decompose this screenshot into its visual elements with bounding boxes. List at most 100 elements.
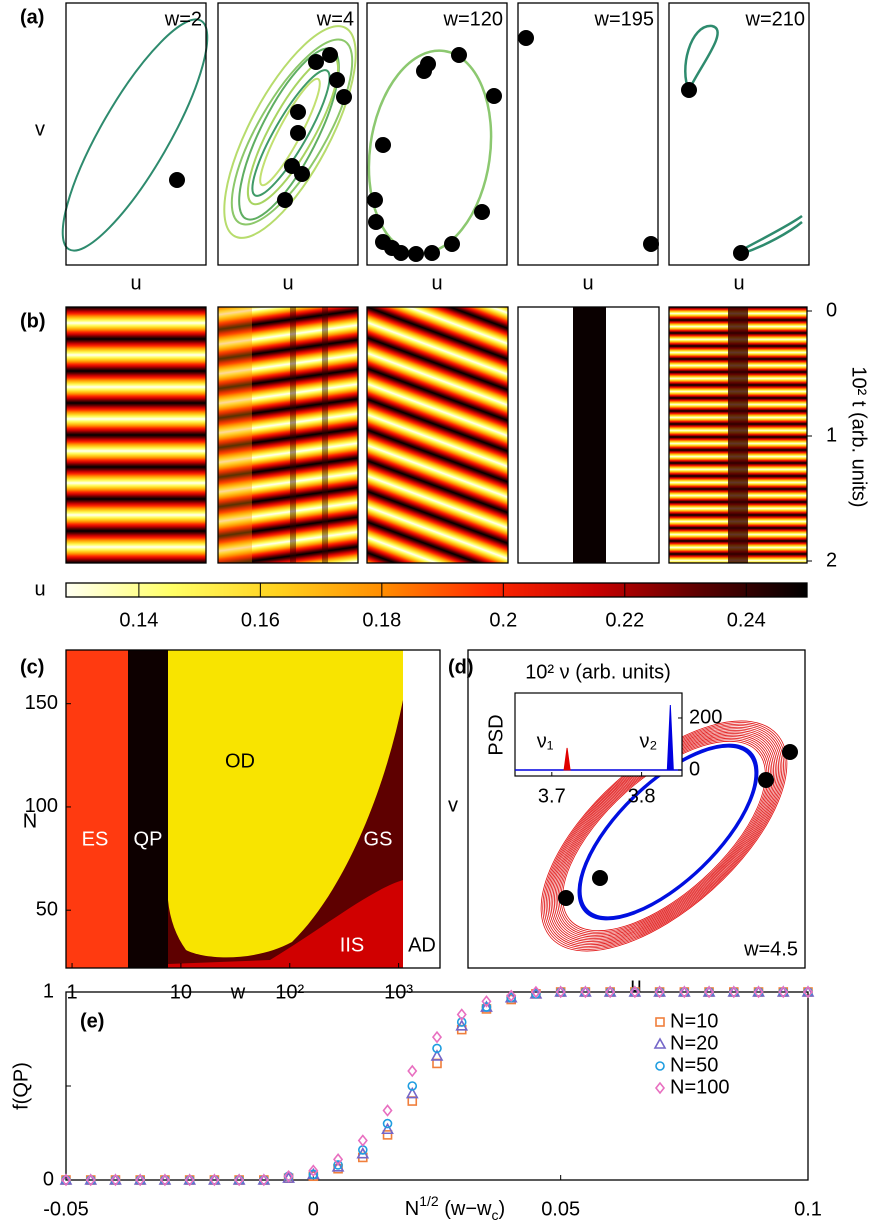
- point: [209, 1173, 220, 1187]
- region-es: [66, 650, 128, 968]
- point: [110, 1173, 121, 1187]
- dot: [758, 772, 774, 788]
- panel-label: (b): [20, 310, 46, 332]
- inset-y-tick-label: 0: [689, 758, 700, 780]
- point: [258, 1173, 269, 1187]
- colorbar-tick-label: 0.22: [605, 609, 644, 631]
- peak-label: ν₁: [537, 730, 554, 752]
- orbit-blue: [577, 743, 759, 921]
- y2-tick-label: 0: [826, 299, 837, 321]
- frame: [366, 2, 508, 266]
- point: [407, 1064, 418, 1078]
- point: [778, 985, 789, 999]
- colorbar-tick-label: 0.18: [362, 609, 401, 631]
- peak-label: ν₂: [639, 730, 657, 752]
- panel-label: (a): [20, 6, 44, 28]
- y-tick-label: 150: [25, 692, 58, 714]
- annotation: w=4.5: [743, 938, 798, 960]
- point: [430, 1049, 444, 1061]
- legend-label: N=50: [670, 1054, 718, 1076]
- point: [555, 985, 566, 999]
- panel-b-maps: [66, 307, 807, 597]
- point: [481, 995, 492, 1008]
- orbit: [230, 38, 354, 226]
- point: [654, 985, 665, 999]
- orbit-red: [540, 720, 788, 952]
- orbit-red: [555, 734, 773, 938]
- legend-marker: [655, 1061, 665, 1071]
- point: [381, 1122, 394, 1135]
- region-label: OD: [225, 750, 255, 772]
- x-tick-label: 0.05: [541, 1198, 580, 1220]
- orbit-red: [544, 723, 784, 949]
- frame: [668, 306, 808, 564]
- colorbar-tick-label: 0.2: [489, 609, 517, 631]
- frame: [65, 649, 441, 969]
- x-label: u: [630, 974, 641, 996]
- region-label: ES: [82, 828, 109, 850]
- x-label: u: [431, 272, 442, 294]
- x-label: u: [582, 272, 593, 294]
- x-tick-label: 0.1: [794, 1198, 822, 1220]
- dot: [733, 245, 749, 261]
- y-label: N: [23, 810, 37, 832]
- frame: [517, 306, 660, 564]
- point: [704, 985, 715, 999]
- region-label: AD: [408, 934, 436, 956]
- point: [407, 1081, 418, 1091]
- frame: [217, 2, 359, 266]
- colorbar-tick-label: 0.16: [241, 609, 280, 631]
- y-label: v: [448, 794, 458, 816]
- point: [456, 1008, 467, 1021]
- point: [481, 1002, 492, 1012]
- inset-y-tick-label: 200: [689, 706, 722, 728]
- dot: [681, 82, 697, 98]
- map-band: [573, 307, 606, 563]
- x-label: N1/2 (w−wc): [405, 1193, 505, 1223]
- point: [382, 1104, 393, 1117]
- map-shade: [290, 307, 296, 563]
- x-label-part: N: [405, 1198, 419, 1220]
- y2-label: 10² t (arb. units): [848, 366, 870, 507]
- y2-tick-label: 2: [826, 549, 837, 571]
- colorbar: [66, 583, 807, 597]
- dots: [277, 47, 352, 208]
- x-tick-label: -0.05: [43, 1198, 89, 1220]
- point: [159, 1173, 170, 1187]
- point: [283, 1169, 294, 1183]
- x-label: u: [282, 272, 293, 294]
- inset-y-label: PSD: [485, 714, 507, 755]
- orbit-red: [562, 740, 766, 932]
- orbit: [737, 214, 803, 256]
- point: [135, 1173, 146, 1187]
- point: [753, 985, 764, 999]
- region-od: [168, 650, 403, 958]
- x-label: u: [130, 272, 141, 294]
- map-shade: [322, 307, 328, 563]
- point: [728, 985, 739, 999]
- colorbar-tick-label: 0.14: [119, 609, 158, 631]
- legend-label: N=20: [670, 1032, 718, 1054]
- dot: [782, 744, 798, 760]
- point: [605, 985, 616, 999]
- y2-tick-label: 1: [826, 424, 837, 446]
- point: [530, 985, 541, 999]
- frame: [65, 582, 808, 598]
- orbit-red: [557, 736, 771, 936]
- y-tick-label: 1: [43, 980, 54, 1002]
- orbit: [684, 24, 719, 91]
- orbit: [61, 18, 209, 252]
- legend-marker: [655, 1017, 665, 1027]
- x-label-part: (w−w: [439, 1198, 492, 1220]
- point: [333, 1160, 343, 1170]
- point: [331, 1160, 345, 1172]
- region-label: IIS: [340, 934, 364, 956]
- legend-label: N=100: [670, 1076, 730, 1098]
- orbit-red: [545, 725, 783, 947]
- point: [431, 1030, 443, 1044]
- orbit-red: [553, 733, 775, 939]
- frame: [668, 2, 810, 266]
